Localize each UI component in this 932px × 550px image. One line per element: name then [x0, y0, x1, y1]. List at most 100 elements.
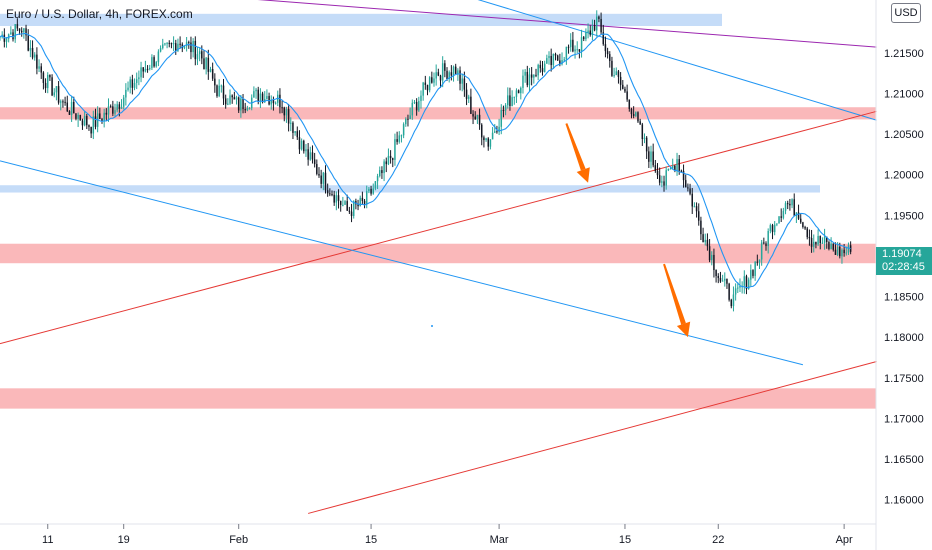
candle — [641, 122, 644, 146]
zone-resistance[interactable] — [0, 13, 722, 26]
candle — [576, 41, 578, 54]
candle — [413, 100, 416, 105]
currency-button[interactable]: USD — [891, 3, 921, 23]
candle — [771, 223, 774, 240]
candle — [585, 28, 587, 42]
candle — [203, 50, 205, 70]
candle — [0, 35, 1, 41]
zone-support[interactable] — [0, 388, 876, 409]
candle — [398, 131, 401, 144]
candle — [192, 38, 194, 58]
candle — [813, 234, 815, 253]
candle — [259, 88, 262, 109]
candle — [754, 261, 756, 281]
candle — [491, 127, 494, 140]
candle — [216, 84, 218, 98]
time-tick: 15 — [619, 534, 631, 546]
candle — [311, 145, 314, 164]
candle — [645, 136, 648, 159]
candle — [281, 100, 283, 114]
candle — [509, 87, 511, 111]
trendline-red[interactable] — [0, 110, 877, 345]
candle — [828, 240, 830, 251]
zone-support[interactable] — [0, 107, 876, 120]
candle — [376, 173, 379, 190]
trendline-blue[interactable] — [412, 0, 877, 121]
candle — [7, 33, 10, 43]
candle — [62, 99, 64, 108]
candle — [420, 90, 422, 109]
zone-support[interactable] — [0, 243, 876, 264]
candle — [448, 70, 450, 83]
candle — [810, 229, 813, 253]
candle — [224, 94, 227, 109]
candle — [552, 53, 555, 69]
candle — [760, 239, 763, 266]
candle — [298, 130, 301, 154]
candle — [153, 55, 155, 68]
candle — [435, 64, 437, 86]
candle — [431, 71, 433, 84]
arrow-annotation[interactable] — [565, 123, 590, 183]
candle — [105, 108, 108, 121]
candle — [407, 114, 409, 127]
candle — [830, 237, 832, 250]
candle — [459, 66, 461, 91]
candle — [222, 78, 225, 105]
candle — [290, 117, 292, 132]
candle — [324, 165, 327, 194]
candle — [635, 111, 637, 118]
candle — [841, 248, 843, 264]
candle — [272, 96, 275, 111]
candle — [385, 157, 388, 173]
candle — [127, 81, 129, 92]
candle — [639, 118, 641, 125]
candle — [667, 168, 670, 172]
candle — [441, 56, 444, 88]
candle — [379, 166, 381, 178]
last-price-value: 1.19074 — [882, 248, 922, 260]
candle — [266, 89, 268, 100]
candle — [172, 36, 175, 52]
candle — [253, 86, 255, 98]
candle — [791, 198, 793, 209]
candle — [489, 139, 492, 150]
candle — [626, 84, 628, 102]
trendline-purple[interactable] — [0, 0, 877, 48]
candle — [498, 118, 500, 136]
candles — [0, 10, 852, 312]
candle — [389, 150, 392, 164]
candle — [422, 81, 424, 101]
candle — [372, 183, 374, 195]
candle — [352, 200, 355, 219]
trendlines — [0, 0, 877, 514]
candle — [682, 164, 685, 188]
candle — [194, 36, 197, 66]
candle — [786, 200, 789, 210]
trendline-blue[interactable] — [0, 160, 804, 366]
candle — [81, 118, 84, 130]
candle — [671, 158, 674, 170]
candle — [5, 37, 8, 48]
trendline-red[interactable] — [308, 361, 877, 514]
candle — [522, 69, 524, 94]
candle — [704, 233, 706, 246]
candle — [157, 49, 160, 67]
candle — [140, 61, 142, 83]
candle — [461, 73, 463, 92]
candle — [40, 63, 42, 79]
candle — [457, 68, 459, 81]
candle — [148, 64, 151, 71]
candle — [556, 54, 559, 61]
candle — [318, 167, 320, 178]
candle — [12, 29, 14, 42]
candle — [138, 70, 140, 86]
candle — [394, 133, 396, 166]
zone-resistance[interactable] — [0, 185, 820, 193]
arrow-annotation[interactable] — [663, 263, 691, 338]
candle — [450, 65, 453, 81]
candle — [99, 107, 101, 120]
candle — [715, 269, 717, 283]
candle — [587, 23, 589, 39]
